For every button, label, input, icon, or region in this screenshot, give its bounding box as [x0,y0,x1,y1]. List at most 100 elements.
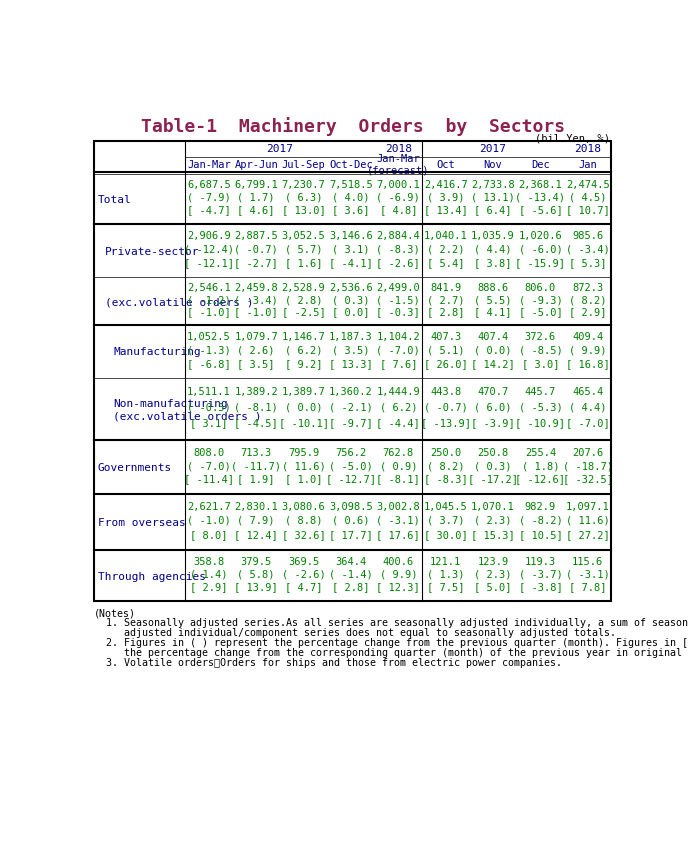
Text: ( 6.0): ( 6.0) [474,403,512,413]
Text: [ 30.0]: [ 30.0] [424,529,468,539]
Text: ( 6.3): ( 6.3) [285,192,323,203]
Text: Jan-Mar: Jan-Mar [187,160,230,170]
Text: [ -4.4]: [ -4.4] [376,418,420,428]
Text: ( 2.2): ( 2.2) [427,244,464,254]
Text: 713.3: 713.3 [241,447,272,457]
Text: ( 5.1): ( 5.1) [427,345,464,355]
Text: 7,000.1: 7,000.1 [376,180,420,190]
Text: 982.9: 982.9 [525,501,556,511]
Text: (bil.Yen, %): (bil.Yen, %) [535,133,610,143]
Text: 1,040.1: 1,040.1 [424,231,468,241]
Text: [ 3.8]: [ 3.8] [474,257,512,268]
Text: ( -1.2): ( -1.2) [187,295,230,305]
Text: [ 4.6]: [ 4.6] [237,205,275,215]
Text: 872.3: 872.3 [572,283,603,293]
Text: 407.3: 407.3 [430,332,462,342]
Text: [ -5.0]: [ -5.0] [519,306,562,316]
Text: ( 4.4): ( 4.4) [474,244,512,254]
Text: 3. Volatile orders：Orders for ships and those from electric power companies.: 3. Volatile orders：Orders for ships and … [94,657,561,668]
Text: [ 7.6]: [ 7.6] [380,359,417,368]
Text: 2,906.9: 2,906.9 [187,231,230,241]
Text: ( -6.0): ( -6.0) [519,244,562,254]
Text: [ -11.4]: [ -11.4] [184,473,234,484]
Text: [ 10.7]: [ 10.7] [566,205,610,215]
Text: 255.4: 255.4 [525,447,556,457]
Text: ( -6.9): ( -6.9) [376,192,420,203]
Text: [ -8.1]: [ -8.1] [376,473,420,484]
Text: 250.8: 250.8 [477,447,508,457]
Text: [ -2.7]: [ -2.7] [235,257,278,268]
Text: ( 1.3): ( 1.3) [427,569,464,579]
Text: [ 1.9]: [ 1.9] [237,473,275,484]
Text: 2018: 2018 [385,144,412,154]
Text: [ 1.0]: [ 1.0] [285,473,323,484]
Text: 443.8: 443.8 [430,387,462,397]
Text: 756.2: 756.2 [335,447,367,457]
Text: [ 13.3]: [ 13.3] [329,359,373,368]
Text: [ -15.9]: [ -15.9] [515,257,566,268]
Text: [ 2.8]: [ 2.8] [332,582,369,592]
Text: [ 9.2]: [ 9.2] [285,359,323,368]
Text: 1,389.2: 1,389.2 [235,387,278,397]
Text: 2,884.4: 2,884.4 [376,231,420,241]
Text: [ 10.5]: [ 10.5] [519,529,562,539]
Text: ( 2.3): ( 2.3) [474,569,512,579]
Text: ( -0.7): ( -0.7) [235,244,278,254]
Text: ( 3.7): ( 3.7) [427,516,464,525]
Text: ( -8.3): ( -8.3) [376,244,420,254]
Text: [ -5.6]: [ -5.6] [519,205,562,215]
Text: ( -13.4): ( -13.4) [515,192,566,203]
Text: 2017: 2017 [480,144,506,154]
Text: [ 14.2]: [ 14.2] [471,359,515,368]
Text: [ -1.0]: [ -1.0] [235,306,278,316]
Text: Nov: Nov [484,160,502,170]
Text: Through agencies: Through agencies [98,571,206,581]
Text: 1,187.3: 1,187.3 [329,332,373,342]
Text: [ 3.1]: [ 3.1] [190,418,228,428]
Text: 1,052.5: 1,052.5 [187,332,230,342]
Text: the percentage change from the corresponding quarter (month) of the previous yea: the percentage change from the correspon… [94,647,688,657]
Text: Non-manufacturing
(exc.volatile orders ): Non-manufacturing (exc.volatile orders ) [113,398,261,421]
Text: ( -1.3): ( -1.3) [187,345,230,355]
Text: 409.4: 409.4 [572,332,603,342]
Text: Apr-Jun: Apr-Jun [235,160,278,170]
Text: 3,146.6: 3,146.6 [329,231,373,241]
Text: 6,687.5: 6,687.5 [187,180,230,190]
Text: ( 2.7): ( 2.7) [427,295,464,305]
Text: [ -8.3]: [ -8.3] [424,473,468,484]
Bar [94,142,612,601]
Text: ( 0.3): ( 0.3) [332,295,369,305]
Text: [ -4.1]: [ -4.1] [329,257,373,268]
Text: [ -12.6]: [ -12.6] [515,473,566,484]
Text: [ 5.3]: [ 5.3] [569,257,607,268]
Text: [ -7.0]: [ -7.0] [566,418,610,428]
Text: 123.9: 123.9 [477,556,508,566]
Text: 2017: 2017 [266,144,293,154]
Text: 465.4: 465.4 [572,387,603,397]
Text: ( 1.8): ( 1.8) [522,461,559,470]
Text: ( 0.0): ( 0.0) [285,403,323,413]
Text: [ -1.0]: [ -1.0] [187,306,230,316]
Text: [ 2.8]: [ 2.8] [427,306,464,316]
Text: ( -1.5): ( -1.5) [376,295,420,305]
Text: 364.4: 364.4 [335,556,367,566]
Text: ( -8.1): ( -8.1) [235,403,278,413]
Text: ( -11.7): ( -11.7) [231,461,281,470]
Text: (Notes): (Notes) [94,608,136,617]
Text: Jan: Jan [579,160,597,170]
Text: 372.6: 372.6 [525,332,556,342]
Text: [ 3.5]: [ 3.5] [237,359,275,368]
Text: ( -1.0): ( -1.0) [187,516,230,525]
Text: ( 6.2): ( 6.2) [380,403,417,413]
Text: [ 26.0]: [ 26.0] [424,359,468,368]
Text: ( -2.6): ( -2.6) [281,569,325,579]
Text: 888.6: 888.6 [477,283,508,293]
Text: ( -12.4): ( -12.4) [184,244,234,254]
Text: [ 12.3]: [ 12.3] [376,582,420,592]
Text: Dec: Dec [531,160,550,170]
Text: ( 11.6): ( 11.6) [566,516,610,525]
Text: ( -2.1): ( -2.1) [329,403,373,413]
Text: ( 5.5): ( 5.5) [474,295,512,305]
Text: [ -3.8]: [ -3.8] [519,582,562,592]
Text: [ 32.6]: [ 32.6] [281,529,325,539]
